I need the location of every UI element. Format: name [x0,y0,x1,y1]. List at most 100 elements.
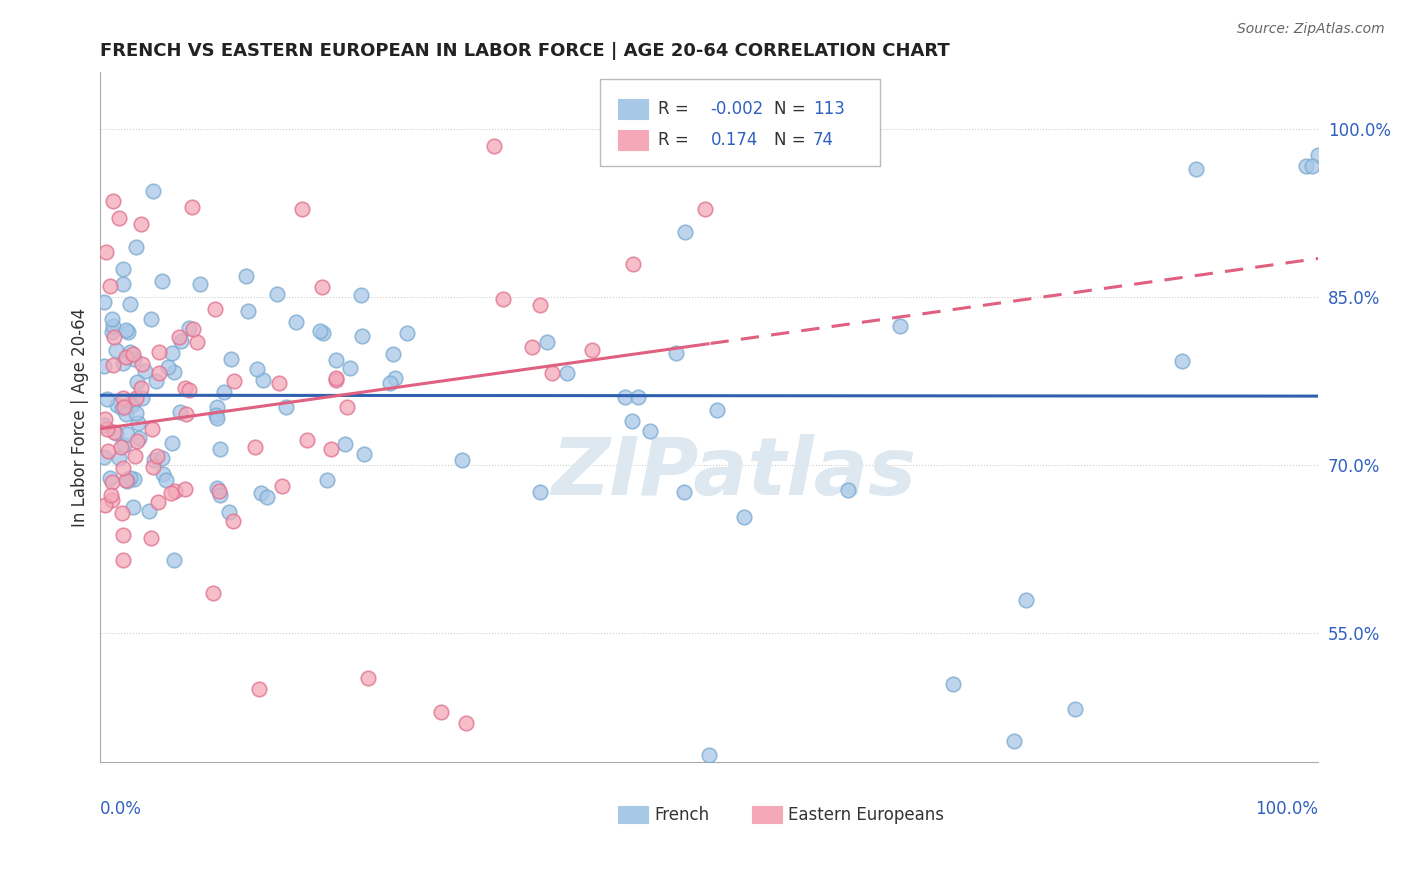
Point [117,427,139,442]
Point [163,365,186,379]
Point [118,471,141,485]
Point [207,481,229,495]
Point [131,381,153,395]
Text: -0.002: -0.002 [710,100,763,118]
Point [125,434,148,449]
Point [122,500,145,515]
FancyBboxPatch shape [619,806,648,823]
Point [111,356,134,370]
FancyBboxPatch shape [619,130,648,150]
Point [173,381,195,395]
Point [381,347,404,361]
Point [141,184,163,198]
Point [177,321,200,335]
Point [125,406,148,420]
Point [284,315,307,329]
Point [120,396,142,410]
Point [100,312,122,326]
Point [889,318,911,333]
Point [138,504,160,518]
Point [181,200,204,214]
Text: R =: R = [658,100,695,118]
Point [627,390,650,404]
Point [321,442,343,456]
Point [266,286,288,301]
Point [384,371,406,385]
Point [100,475,122,490]
Text: N =: N = [773,131,811,149]
Point [148,366,170,380]
Y-axis label: In Labor Force | Age 20-64: In Labor Force | Age 20-64 [72,308,89,527]
Point [129,217,152,231]
Point [134,364,156,378]
Point [105,398,128,412]
Point [146,495,169,509]
Point [520,340,543,354]
Point [111,261,134,276]
Text: R =: R = [658,131,695,149]
Point [311,280,333,294]
Point [325,353,347,368]
Point [316,473,339,487]
Point [529,485,551,500]
Point [165,483,187,498]
Point [181,322,204,336]
Point [276,400,298,414]
Point [115,473,138,487]
Point [613,390,636,404]
Point [93,294,115,309]
Point [353,447,375,461]
Point [555,366,578,380]
Point [94,411,117,425]
Point [581,343,603,358]
FancyBboxPatch shape [619,99,648,119]
Point [1170,353,1192,368]
Point [942,676,965,690]
Point [111,391,134,405]
Point [156,359,179,374]
Point [118,345,141,359]
Point [128,432,150,446]
Point [146,450,169,464]
Point [98,278,121,293]
Point [111,553,134,567]
Point [155,473,177,487]
Point [96,422,118,436]
Point [179,383,201,397]
Point [252,373,274,387]
Point [122,472,145,486]
Point [673,226,696,240]
Point [309,324,332,338]
Point [236,303,259,318]
Point [112,528,135,542]
Point [202,586,225,600]
Point [98,471,121,485]
Point [160,486,183,500]
Point [706,403,728,417]
Point [204,408,226,422]
Point [169,405,191,419]
Text: 74: 74 [813,131,834,149]
Point [101,194,124,209]
Point [267,376,290,390]
Point [93,359,115,373]
Point [143,453,166,467]
Point [378,376,401,390]
Point [492,292,515,306]
Point [174,407,197,421]
Point [295,433,318,447]
Point [115,475,138,489]
Point [174,483,197,497]
Point [131,357,153,371]
Point [621,257,644,271]
Point [357,671,380,685]
Point [103,425,125,439]
Point [127,416,149,430]
Point [104,343,127,358]
Point [224,374,246,388]
Point [112,277,135,292]
Point [218,505,240,519]
Point [142,459,165,474]
Point [122,351,145,366]
Point [127,375,149,389]
